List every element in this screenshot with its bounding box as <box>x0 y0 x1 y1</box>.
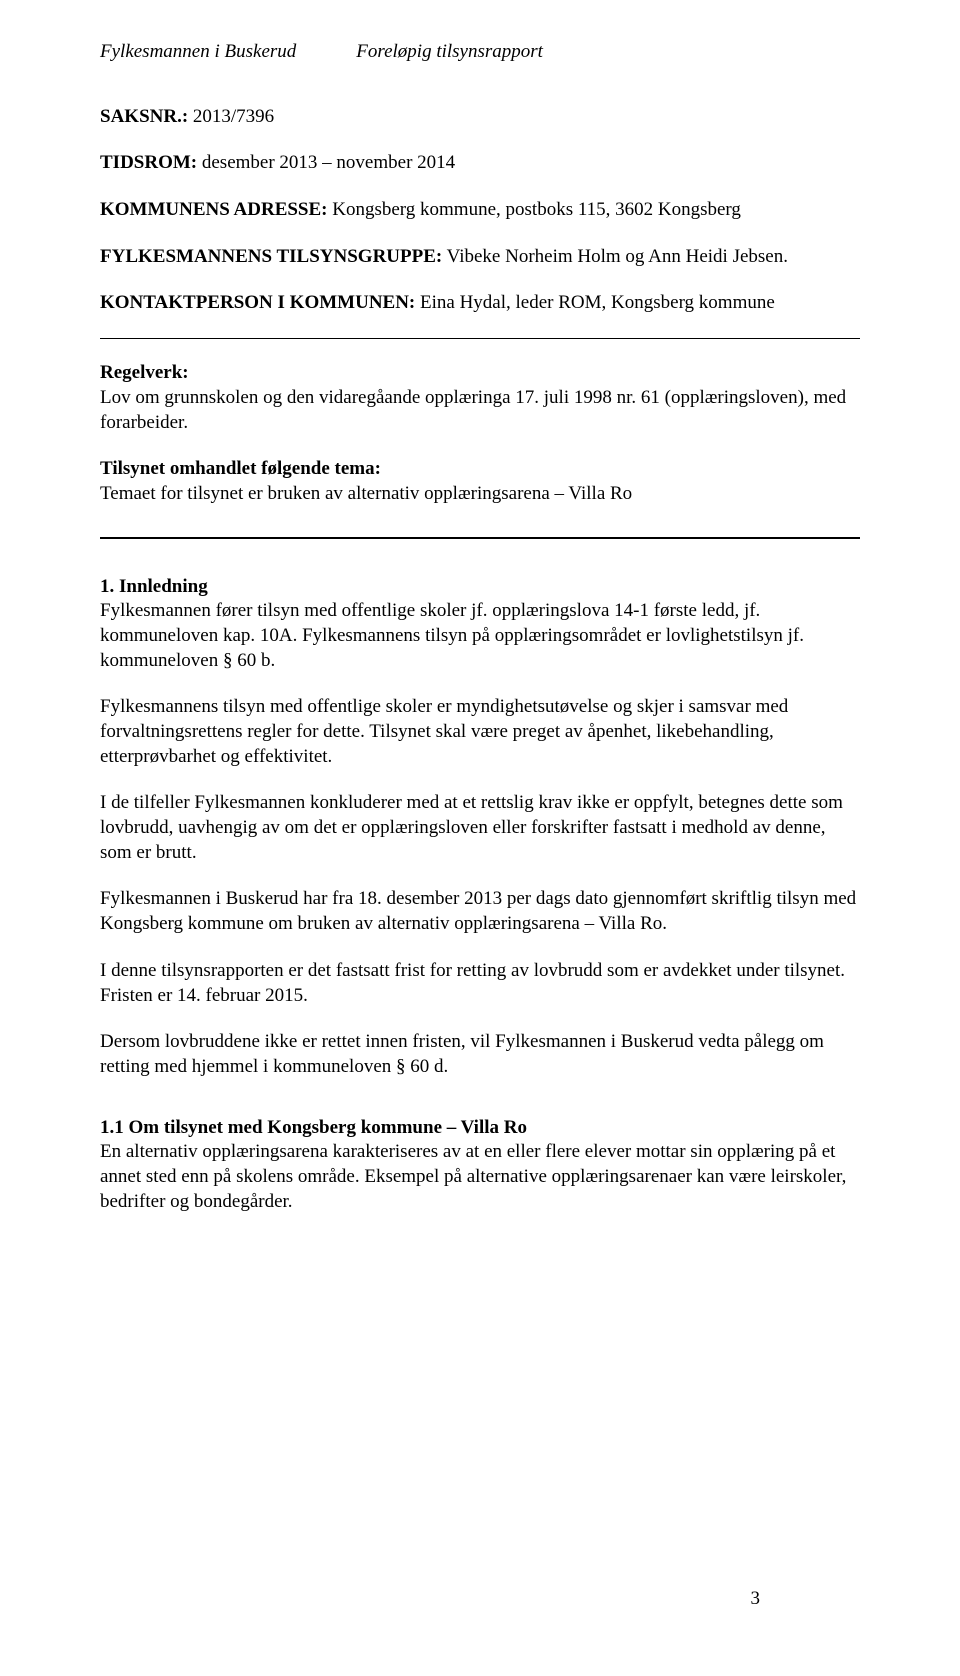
tidsrom-label: TIDSROM: <box>100 152 197 173</box>
divider-thick <box>100 537 860 539</box>
kommunens-value: Kongsberg kommune, postboks 115, 3602 Ko… <box>328 199 741 220</box>
regelverk-label: Regelverk: <box>100 361 860 386</box>
section1-p5: I denne tilsynsrapporten er det fastsatt… <box>100 959 860 1008</box>
fylkesmannens-label: FYLKESMANNENS TILSYNSGRUPPE: <box>100 246 442 267</box>
kontaktperson-value: Eina Hydal, leder ROM, Kongsberg kommune <box>415 292 775 313</box>
fylkesmannens-value: Vibeke Norheim Holm og Ann Heidi Jebsen. <box>442 246 788 267</box>
header-left: Fylkesmannen i Buskerud <box>100 40 296 65</box>
section1-1-heading: 1.1 Om tilsynet med Kongsberg kommune – … <box>100 1117 527 1138</box>
section1-1-p1: En alternativ opplæringsarena karakteris… <box>100 1140 860 1214</box>
regelverk-text: Lov om grunnskolen og den vidaregåande o… <box>100 386 860 435</box>
saksnr-label: SAKSNR.: <box>100 106 188 127</box>
section1-p3: I de tilfeller Fylkesmannen konkluderer … <box>100 791 860 865</box>
saksnr-value: 2013/7396 <box>188 106 274 127</box>
kommunens-label: KOMMUNENS ADRESSE: <box>100 199 328 220</box>
section1-p4: Fylkesmannen i Buskerud har fra 18. dese… <box>100 887 860 936</box>
tidsrom-value: desember 2013 – november 2014 <box>197 152 455 173</box>
page-number: 3 <box>751 1587 761 1612</box>
header-right: Foreløpig tilsynsrapport <box>356 40 543 65</box>
tilsynet-label: Tilsynet omhandlet følgende tema: <box>100 457 860 482</box>
kontaktperson-label: KONTAKTPERSON I KOMMUNEN: <box>100 292 415 313</box>
tilsynet-text: Temaet for tilsynet er bruken av alterna… <box>100 482 860 507</box>
section1-p2: Fylkesmannens tilsyn med offentlige skol… <box>100 695 860 769</box>
section1-heading: 1. Innledning <box>100 576 208 597</box>
section1-p1: Fylkesmannen fører tilsyn med offentlige… <box>100 599 860 673</box>
section1-p6: Dersom lovbruddene ikke er rettet innen … <box>100 1030 860 1079</box>
divider-thin <box>100 338 860 339</box>
